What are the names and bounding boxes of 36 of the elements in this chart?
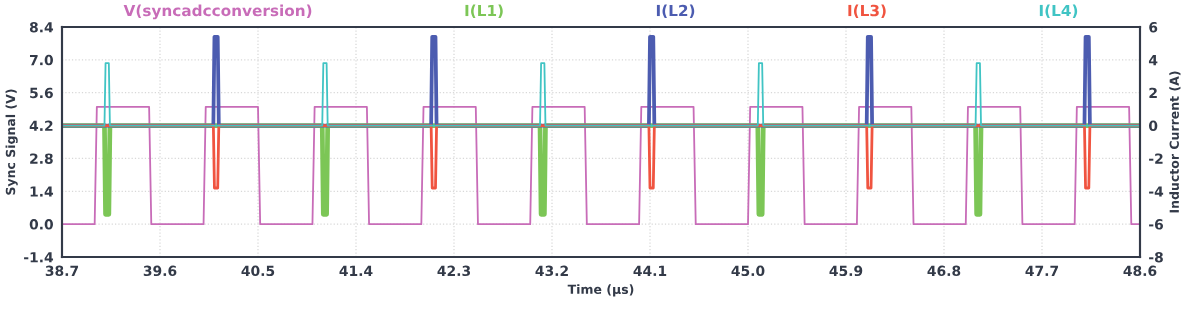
- x-tick-label: 42.3: [437, 265, 471, 277]
- x-tick-label: 47.7: [1025, 265, 1059, 276]
- text: I(L3): [848, 4, 886, 19]
- text: V(syncadcconversion): [123, 4, 312, 20]
- x-tick-label: 39.6: [143, 265, 177, 277]
- y2-tick-label: -8: [1149, 251, 1163, 263]
- y-tick-label: 1.4: [30, 186, 54, 197]
- y2-tick-label: 4: [1148, 55, 1158, 66]
- y-tick-label: 5.6: [30, 87, 53, 99]
- y2-tick-label: -4: [1149, 186, 1164, 197]
- series-label: I(L2): [656, 4, 695, 19]
- text: I(L4): [1039, 4, 1078, 19]
- x-tick-label: 45.0: [731, 265, 765, 277]
- y-axis-title: Sync Signal (V): [5, 89, 18, 195]
- y2-tick-label: -6: [1149, 219, 1164, 230]
- y2-tick-label: -2: [1149, 153, 1163, 164]
- x-tick-label: 46.8: [927, 265, 961, 277]
- y-tick-label: 4.2: [29, 120, 53, 131]
- y2-tick-label: 0: [1149, 120, 1158, 132]
- y-tick-label: 7.0: [29, 54, 53, 66]
- y-tick-label: 8.4: [29, 21, 54, 33]
- x-tick-label: 43.2: [535, 265, 568, 277]
- x-tick-label: 40.5: [241, 265, 275, 277]
- x-tick-label: 48.6: [1123, 265, 1157, 277]
- x-tick-label: 38.7: [45, 265, 79, 277]
- x-tick-label: 44.1: [633, 265, 667, 276]
- y-tick-label: 2.8: [30, 153, 53, 164]
- x-tick-label: 41.4: [339, 265, 373, 276]
- y2-axis-title: Inductor Current (A): [1169, 71, 1181, 213]
- y2-tick-label: 6: [1149, 21, 1158, 33]
- y-tick-label: 0.0: [29, 219, 53, 230]
- y2-tick-label: 2: [1149, 87, 1157, 98]
- y-tick-label: -1.4: [24, 252, 54, 263]
- x-tick-label: 45.9: [829, 265, 863, 277]
- x-axis-title: Time (µs): [567, 284, 634, 297]
- text: I(L1): [465, 4, 503, 19]
